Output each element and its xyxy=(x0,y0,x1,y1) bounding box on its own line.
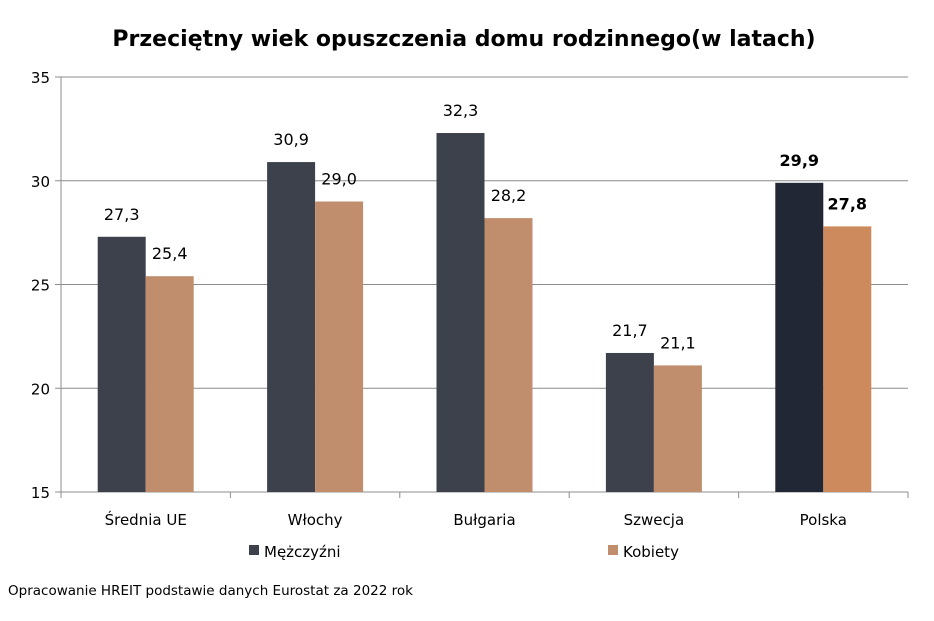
bar-men xyxy=(605,352,654,492)
bar-women xyxy=(823,226,872,492)
bar-men xyxy=(267,162,316,492)
data-label: 27,8 xyxy=(828,194,867,213)
legend-swatch-women xyxy=(608,545,618,555)
bars xyxy=(97,133,872,492)
bar-men xyxy=(436,133,485,492)
data-label: 21,7 xyxy=(612,321,648,340)
axes: 15 20 25 30 35 Średnia UE Włochy Bułgaria Szwecj… xyxy=(31,69,909,529)
category-label: Średnia UE xyxy=(105,510,187,529)
legend-label-women: Kobiety xyxy=(623,543,679,561)
bar-women xyxy=(653,365,702,492)
data-label: 29,0 xyxy=(321,170,357,189)
category-label: Bułgaria xyxy=(453,511,515,529)
chart-title: Przeciętny wiek opuszczenia domu rodzinn… xyxy=(112,27,815,52)
data-labels: 27,3 25,4 30,9 29,0 32,3 28,2 21,7 21,1 29,9 27,8 xyxy=(104,101,867,352)
data-label: 30,9 xyxy=(273,130,309,149)
y-tick-label: 20 xyxy=(31,380,50,398)
bar-men xyxy=(97,236,146,492)
data-label: 27,3 xyxy=(104,205,140,224)
bar-women xyxy=(145,276,194,492)
data-label: 28,2 xyxy=(491,186,527,205)
legend-label-men: Mężczyźni xyxy=(264,543,341,561)
legend-swatch-men xyxy=(249,545,259,555)
y-tick-label: 25 xyxy=(31,277,50,295)
source-note: Opracowanie HREIT podstawie danych Euros… xyxy=(8,583,413,599)
category-label: Włochy xyxy=(288,511,343,529)
y-tick-label: 15 xyxy=(31,484,50,502)
data-label: 32,3 xyxy=(443,101,479,120)
bar-women xyxy=(315,201,364,492)
y-tick-label: 30 xyxy=(31,173,50,191)
data-label: 29,9 xyxy=(780,151,819,170)
y-tick-label: 35 xyxy=(31,69,50,87)
category-label: Polska xyxy=(800,511,847,529)
data-label: 25,4 xyxy=(152,244,188,263)
bar-men xyxy=(775,182,824,492)
category-label: Szwecja xyxy=(624,511,685,529)
bar-women xyxy=(484,218,533,492)
legend: Mężczyźni Kobiety xyxy=(249,543,679,561)
data-label: 21,1 xyxy=(660,333,696,352)
